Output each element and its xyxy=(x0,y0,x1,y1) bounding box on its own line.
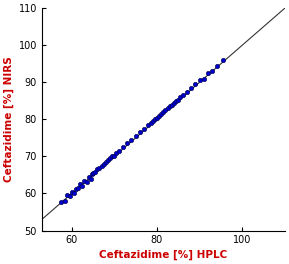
Point xyxy=(110,154,114,158)
Point xyxy=(206,71,210,75)
Point xyxy=(116,149,121,153)
Point xyxy=(129,138,134,142)
Point xyxy=(167,104,172,109)
Point xyxy=(138,130,142,134)
Point xyxy=(142,126,147,131)
Point xyxy=(146,123,151,127)
Point xyxy=(93,170,97,174)
Point xyxy=(74,187,78,191)
Point xyxy=(63,199,68,203)
Point xyxy=(189,86,193,90)
Point xyxy=(105,158,110,162)
Point xyxy=(210,69,215,73)
Point xyxy=(69,190,74,195)
Point xyxy=(165,106,170,110)
Point xyxy=(174,99,178,103)
Point xyxy=(214,64,219,68)
Point xyxy=(184,89,189,94)
Point xyxy=(82,178,87,183)
Point xyxy=(108,156,112,161)
Point xyxy=(121,145,125,149)
Point xyxy=(161,110,166,114)
Point xyxy=(157,114,161,118)
Point xyxy=(65,193,70,197)
Point xyxy=(76,186,80,190)
Point xyxy=(155,115,159,120)
Point xyxy=(95,167,100,172)
Point xyxy=(170,102,174,107)
X-axis label: Ceftazidime [%] HPLC: Ceftazidime [%] HPLC xyxy=(99,249,227,260)
Point xyxy=(88,177,93,181)
Point xyxy=(201,77,206,81)
Point xyxy=(112,154,117,158)
Point xyxy=(178,95,183,99)
Point xyxy=(91,171,95,175)
Point xyxy=(71,191,76,196)
Point xyxy=(150,119,155,123)
Point xyxy=(153,117,157,121)
Point xyxy=(101,162,106,166)
Point xyxy=(125,141,129,145)
Point xyxy=(172,101,176,105)
Point xyxy=(78,182,83,186)
Point xyxy=(176,98,181,102)
Y-axis label: Ceftazidime [%] NIRS: Ceftazidime [%] NIRS xyxy=(4,56,14,182)
Point xyxy=(90,172,95,176)
Point xyxy=(163,108,168,112)
Point xyxy=(80,184,85,188)
Point xyxy=(193,82,198,86)
Point xyxy=(97,166,102,170)
Point xyxy=(103,160,108,164)
Point xyxy=(67,194,72,199)
Point xyxy=(133,134,138,138)
Point xyxy=(148,121,153,125)
Point xyxy=(159,112,164,116)
Point xyxy=(86,175,91,179)
Point xyxy=(221,58,225,62)
Point xyxy=(180,93,185,97)
Point xyxy=(84,180,89,185)
Point xyxy=(197,78,202,83)
Point xyxy=(59,200,63,204)
Point xyxy=(114,150,119,155)
Point xyxy=(99,164,104,168)
